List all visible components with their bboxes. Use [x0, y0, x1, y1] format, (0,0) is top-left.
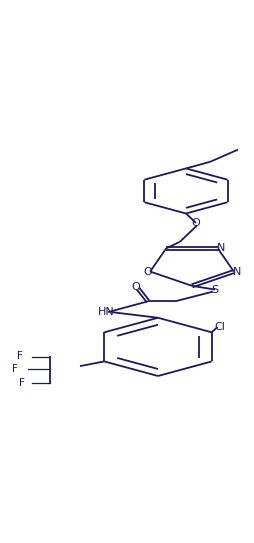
Text: O: O [191, 218, 200, 228]
Text: N: N [216, 243, 224, 252]
Text: N: N [232, 267, 240, 277]
Text: O: O [143, 267, 151, 276]
Text: HN: HN [97, 307, 114, 317]
Text: F: F [12, 364, 18, 375]
Text: F: F [19, 377, 25, 388]
Text: S: S [211, 285, 218, 295]
Text: F: F [17, 351, 23, 361]
Text: O: O [131, 282, 140, 292]
Text: Cl: Cl [214, 322, 225, 332]
